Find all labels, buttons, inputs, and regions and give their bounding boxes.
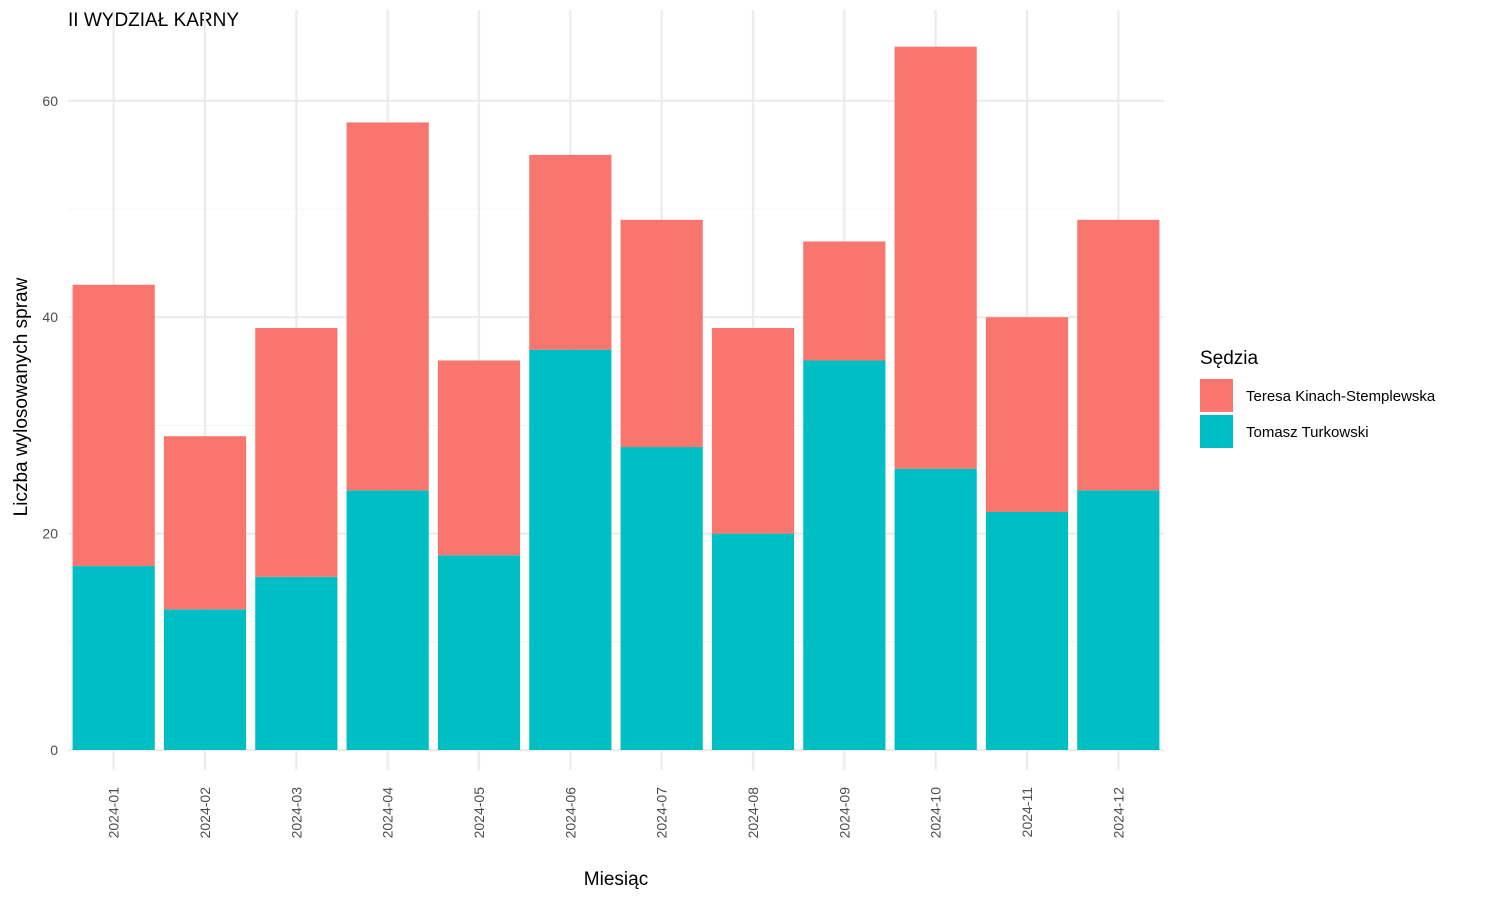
bar-segment bbox=[163, 436, 247, 610]
bar-segment bbox=[255, 576, 338, 750]
y-axis-title: Liczba wylosowanych spraw bbox=[11, 277, 32, 516]
x-tick-label: 2024-01 bbox=[106, 787, 122, 839]
bar-segment bbox=[437, 360, 521, 556]
bar-segment bbox=[711, 533, 795, 750]
x-tick-label: 2024-04 bbox=[380, 787, 396, 839]
legend-label: Teresa Kinach-Stemplewska bbox=[1246, 388, 1436, 405]
bar-segment bbox=[894, 46, 977, 469]
bar-segment bbox=[346, 490, 429, 750]
x-axis-title: Miesiąc bbox=[584, 869, 648, 890]
bar-segment bbox=[711, 328, 795, 534]
bar-segment bbox=[163, 609, 247, 750]
legend: Sędzia Teresa Kinach-Stemplewska Tomasz T… bbox=[1200, 348, 1436, 448]
legend-swatch bbox=[1200, 415, 1233, 448]
x-tick-label: 2024-06 bbox=[562, 787, 578, 839]
x-axis-ticks: 2024-01 2024-02 2024-03 2024-04 2024-05 2024-… bbox=[106, 787, 1127, 839]
x-tick-label: 2024-03 bbox=[288, 787, 304, 839]
bar-segment bbox=[894, 468, 977, 750]
bar-segment bbox=[803, 360, 886, 750]
bar-segment bbox=[72, 284, 155, 567]
bars bbox=[72, 46, 1160, 750]
x-tick-label: 2024-11 bbox=[1019, 787, 1035, 838]
legend-label: Tomasz Turkowski bbox=[1246, 424, 1369, 441]
chart-title: II WYDZIAŁ KARNY bbox=[68, 10, 239, 31]
bar-segment bbox=[620, 447, 703, 750]
y-axis-ticks: 0 20 40 60 bbox=[42, 93, 58, 758]
bar-segment bbox=[803, 241, 886, 361]
x-tick-label: 2024-12 bbox=[1110, 787, 1126, 839]
bar-segment bbox=[985, 317, 1069, 512]
y-tick-label: 60 bbox=[42, 93, 58, 109]
x-tick-label: 2024-09 bbox=[836, 787, 852, 839]
legend-swatch bbox=[1200, 379, 1233, 412]
x-tick-label: 2024-07 bbox=[654, 787, 670, 839]
x-tick-label: 2024-08 bbox=[745, 787, 761, 839]
bar-segment bbox=[620, 219, 703, 448]
bar-segment bbox=[1077, 219, 1160, 491]
x-tick-label: 2024-10 bbox=[928, 787, 944, 839]
y-tick-label: 0 bbox=[50, 742, 58, 758]
bar-segment bbox=[1077, 490, 1160, 750]
y-tick-label: 40 bbox=[42, 309, 58, 325]
bar-segment bbox=[72, 566, 155, 750]
x-tick-label: 2024-05 bbox=[471, 787, 487, 839]
bar-segment bbox=[346, 122, 429, 491]
y-tick-label: 20 bbox=[42, 526, 58, 542]
x-tick-label: 2024-02 bbox=[197, 787, 213, 839]
bar-segment bbox=[985, 511, 1069, 750]
legend-title: Sędzia bbox=[1200, 348, 1259, 369]
bar-segment bbox=[437, 555, 521, 750]
bar-segment bbox=[255, 328, 338, 577]
bar-segment bbox=[529, 154, 612, 350]
bar-segment bbox=[529, 349, 612, 750]
